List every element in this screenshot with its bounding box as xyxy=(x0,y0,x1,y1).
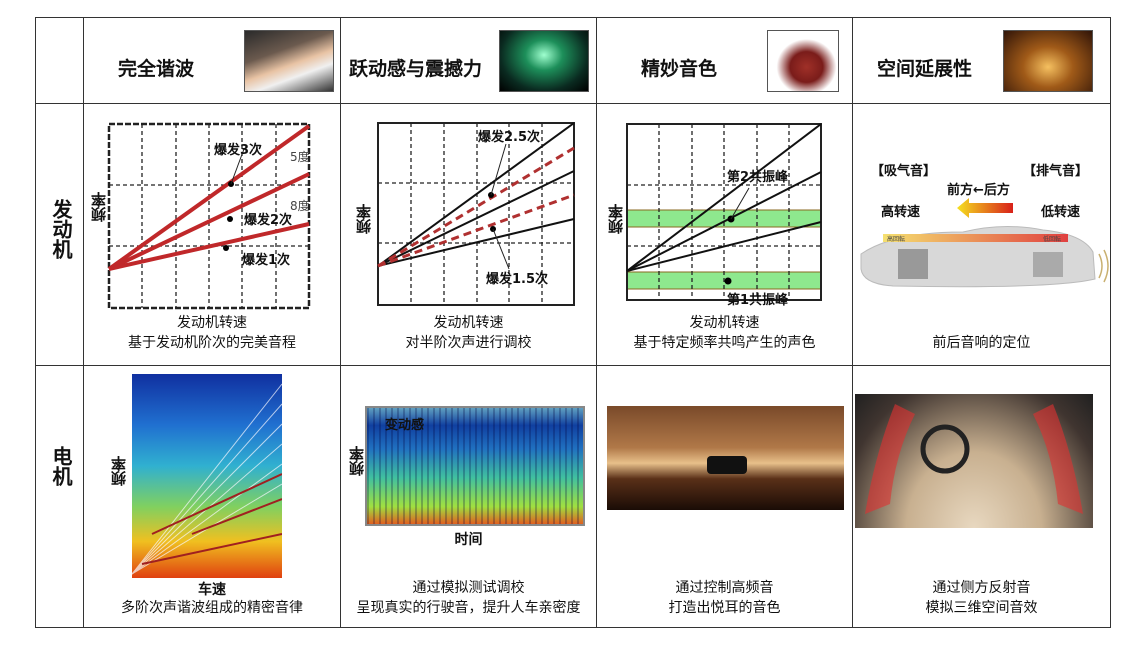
svg-text:高回転: 高回転 xyxy=(887,235,905,243)
interval-label: 5度 xyxy=(290,150,310,164)
arrow-icon xyxy=(957,198,1013,218)
fluctuation-label: 变动感 xyxy=(385,418,425,433)
caption: 模拟三维空间音效 xyxy=(925,600,1038,616)
order-label: 爆发2.5次 xyxy=(478,130,541,145)
caption: 基于发动机阶次的完美音程 xyxy=(128,335,296,351)
x-axis-label: 发动机转速 xyxy=(177,315,247,331)
corner-cell xyxy=(36,18,84,104)
car-interior-image xyxy=(855,394,1093,528)
header-label: 空间延展性 xyxy=(877,58,973,80)
engine-space-cell: 【吸气音】 【排气音】 前方←后方 高转速 低转速 高回転 低回転 前后音响的定… xyxy=(853,104,1110,366)
order-label: 爆发1次 xyxy=(242,253,291,268)
header-label: 精妙音色 xyxy=(641,58,718,80)
formant-label: 第1共振峰 xyxy=(727,293,789,308)
half-order-chart xyxy=(377,122,575,306)
car-sound-diagram: 高回転 低回転 xyxy=(860,198,1109,288)
comparison-table: 完全谐波 跃动感与震撼力 精妙音色 空间延展性 发动机 频率 爆发3次 爆发2次… xyxy=(35,17,1111,628)
header-harmonic: 完全谐波 xyxy=(84,18,341,104)
order-label: 爆发2次 xyxy=(244,213,293,228)
direction-label: 前方←后方 xyxy=(947,183,1010,198)
caption: 基于特定频率共鸣产生的声色 xyxy=(633,335,816,351)
motor-harmonic-cell: 频率 车速 多阶次声谐波组成的精密音律 xyxy=(84,366,341,628)
x-axis-label: 发动机转速 xyxy=(689,315,760,331)
order-3-line xyxy=(107,124,311,271)
exhaust-label: 【排气音】 xyxy=(1023,164,1089,179)
motor-timbre-cell: 通过控制高频音 打造出悦耳的音色 xyxy=(597,366,853,628)
caption: 通过控制高频音 xyxy=(675,580,774,596)
order-2-line xyxy=(108,172,310,271)
low-rpm-label: 低转速 xyxy=(1041,205,1081,220)
caption: 呈现真实的行驶音，提升人车亲密度 xyxy=(356,600,581,616)
caption: 通过模拟测试调校 xyxy=(412,580,525,596)
intake-label: 【吸气音】 xyxy=(871,164,937,179)
caption: 对半阶次声进行调校 xyxy=(405,335,532,351)
y-axis-label: 频率 xyxy=(110,456,128,486)
header-space: 空间延展性 xyxy=(853,18,1110,104)
caption: 打造出悦耳的音色 xyxy=(668,600,781,616)
engine-order-chart xyxy=(107,122,311,310)
row-header-motor: 电机 xyxy=(36,366,84,628)
engine-harmonic-cell: 频率 爆发3次 爆发2次 爆发1次 5度 8度 发动机转速 基于发动机阶次的完美… xyxy=(84,104,341,366)
order-label: 爆发3次 xyxy=(214,143,263,158)
caption: 通过侧方反射音 xyxy=(932,580,1031,596)
piano-hand-image xyxy=(244,30,334,92)
time-spectrogram xyxy=(365,406,585,526)
motor-dynamic-cell: 频率 变动感 时间 通过模拟测试调校 呈现真实的行驶音，提升人车亲密度 xyxy=(341,366,597,628)
violin-image xyxy=(767,30,839,92)
formant-label: 第2共振峰 xyxy=(727,170,789,185)
engine-timbre-cell: 频率 第2共振峰 第1共振峰 发动机转速 基于特定频率共鸣产生的声色 xyxy=(597,104,853,366)
resonance-chart xyxy=(626,123,822,301)
svg-text:低回転: 低回転 xyxy=(1043,235,1061,243)
y-axis-label: 频率 xyxy=(348,446,366,476)
motor-space-cell: 通过侧方反射音 模拟三维空间音效 xyxy=(853,366,1110,628)
concert-stage-image xyxy=(607,406,844,510)
reflection-arrow-icon xyxy=(1033,404,1083,514)
order-1-line xyxy=(108,222,310,271)
x-axis-label: 发动机转速 xyxy=(433,315,504,331)
high-rpm-label: 高转速 xyxy=(881,205,921,220)
engine-dynamic-cell: 频率 爆发2.5次 爆发1.5次 发动机转速 对半阶次声进行调校 xyxy=(341,104,597,366)
x-axis-label: 车速 xyxy=(198,582,226,598)
caption: 前后音响的定位 xyxy=(932,335,1031,351)
header-timbre: 精妙音色 xyxy=(597,18,853,104)
reflection-arrow-icon xyxy=(865,404,915,514)
interval-label: 8度 xyxy=(290,199,310,213)
x-axis-label: 时间 xyxy=(454,532,483,548)
row-header-engine: 发动机 xyxy=(36,104,84,366)
green-wave-image xyxy=(499,30,589,92)
header-dynamic: 跃动感与震撼力 xyxy=(341,18,597,104)
concert-hall-image xyxy=(1003,30,1093,92)
header-label: 跃动感与震撼力 xyxy=(349,58,483,80)
harmonic-spectrogram xyxy=(132,374,282,578)
caption: 多阶次声谐波组成的精密音律 xyxy=(121,600,303,616)
header-label: 完全谐波 xyxy=(118,58,195,80)
order-label: 爆发1.5次 xyxy=(486,272,549,287)
